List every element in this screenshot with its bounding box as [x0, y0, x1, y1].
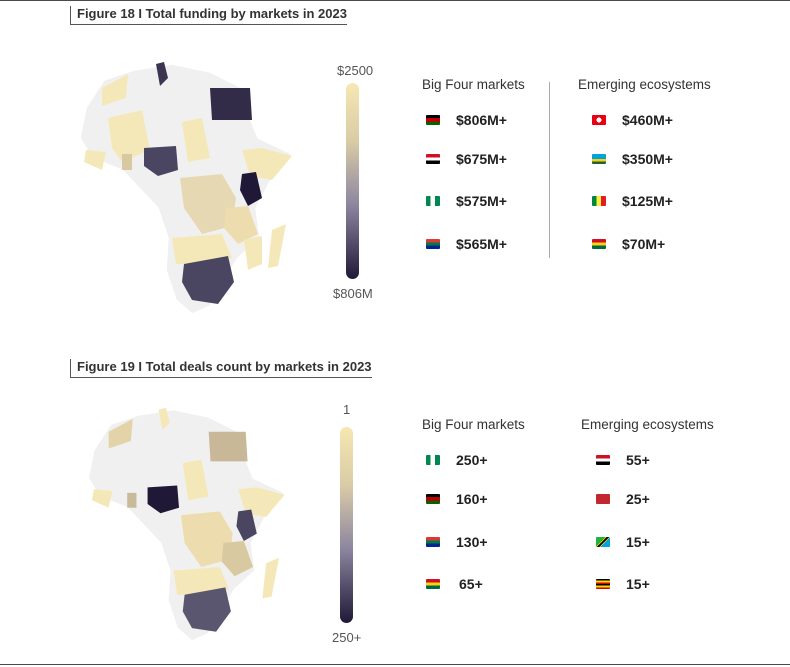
deals-legend-top-label: 1 — [343, 402, 351, 417]
deals-legend-colorbar — [340, 427, 353, 623]
frame-bottom-line — [0, 664, 790, 665]
funding-legend-top-label: $2500 — [337, 63, 374, 78]
morocco-flag — [596, 494, 610, 504]
fig18-emerging-title: Emerging ecosystems — [578, 77, 711, 92]
fig19-big-four-row: 250+ — [426, 452, 488, 468]
fig19-emerging-row: 25+ — [596, 491, 650, 507]
fig18-column-separator — [549, 82, 550, 258]
fig18-big-four-row: $675M+ — [426, 151, 507, 167]
fig18-big-four-value: $575M+ — [456, 193, 507, 209]
south-africa-flag — [426, 537, 440, 547]
egypt-flag — [596, 455, 610, 465]
fig19-emerging-value: 15+ — [626, 576, 650, 592]
funding-legend-colorbar — [346, 83, 359, 279]
fig19-big-four-row: 130+ — [426, 534, 488, 550]
fig19-big-four-value: 130+ — [456, 534, 488, 550]
fig19-emerging-value: 15+ — [626, 534, 650, 550]
fig18-emerging-row: $70M+ — [592, 236, 665, 252]
fig19-big-four-title: Big Four markets — [422, 417, 525, 432]
africa-funding-map — [79, 62, 294, 315]
fig19-emerging-value: 25+ — [626, 491, 650, 507]
frame-top-line — [0, 0, 790, 1]
figure-18-title: Figure 18 I Total funding by markets in … — [70, 6, 347, 25]
funding-legend-bottom-label: $806M — [333, 286, 373, 301]
fig19-emerging-row: 15+ — [596, 576, 650, 592]
fig18-emerging-value: $350M+ — [622, 151, 673, 167]
senegal-flag — [592, 196, 606, 206]
fig19-emerging-row: 15+ — [596, 534, 650, 550]
fig18-big-four-row: $806M+ — [426, 112, 507, 128]
rwanda-flag — [592, 154, 606, 164]
kenya-flag — [426, 115, 440, 125]
fig19-big-four-row: 65+ — [426, 576, 483, 592]
fig18-emerging-value: $125M+ — [622, 193, 673, 209]
tanzania-flag — [596, 537, 610, 547]
fig18-big-four-title: Big Four markets — [422, 77, 525, 92]
fig18-big-four-value: $675M+ — [456, 151, 507, 167]
figure-19-title: Figure 19 I Total deals count by markets… — [70, 359, 372, 378]
africa-deals-map — [87, 407, 286, 642]
fig19-big-four-row: 160+ — [426, 491, 488, 507]
fig18-emerging-row: $125M+ — [592, 193, 673, 209]
tunisia-flag — [592, 115, 606, 125]
deals-legend-bottom-label: 250+ — [332, 630, 362, 645]
fig19-big-four-value: 65+ — [459, 576, 483, 592]
south-africa-flag — [426, 239, 440, 249]
fig18-emerging-value: $70M+ — [622, 236, 666, 252]
fig18-big-four-row: $565M+ — [426, 236, 507, 252]
fig18-emerging-row: $350M+ — [592, 151, 673, 167]
fig19-big-four-value: 250+ — [456, 452, 488, 468]
fig19-big-four-value: 160+ — [456, 491, 488, 507]
uganda-flag — [596, 579, 610, 589]
ghana-flag — [592, 239, 606, 249]
fig18-emerging-row: $460M+ — [592, 112, 673, 128]
fig19-emerging-value: 55+ — [626, 452, 650, 468]
ghana-flag — [426, 579, 440, 589]
fig19-emerging-row: 55+ — [596, 452, 650, 468]
nigeria-flag — [426, 455, 440, 465]
fig18-emerging-value: $460M+ — [622, 112, 673, 128]
fig18-big-four-value: $565M+ — [456, 236, 507, 252]
fig18-big-four-value: $806M+ — [456, 112, 507, 128]
fig19-emerging-title: Emerging ecosystems — [581, 417, 714, 432]
fig18-big-four-row: $575M+ — [426, 193, 507, 209]
nigeria-flag — [426, 196, 440, 206]
egypt-flag — [426, 154, 440, 164]
kenya-flag — [426, 494, 440, 504]
